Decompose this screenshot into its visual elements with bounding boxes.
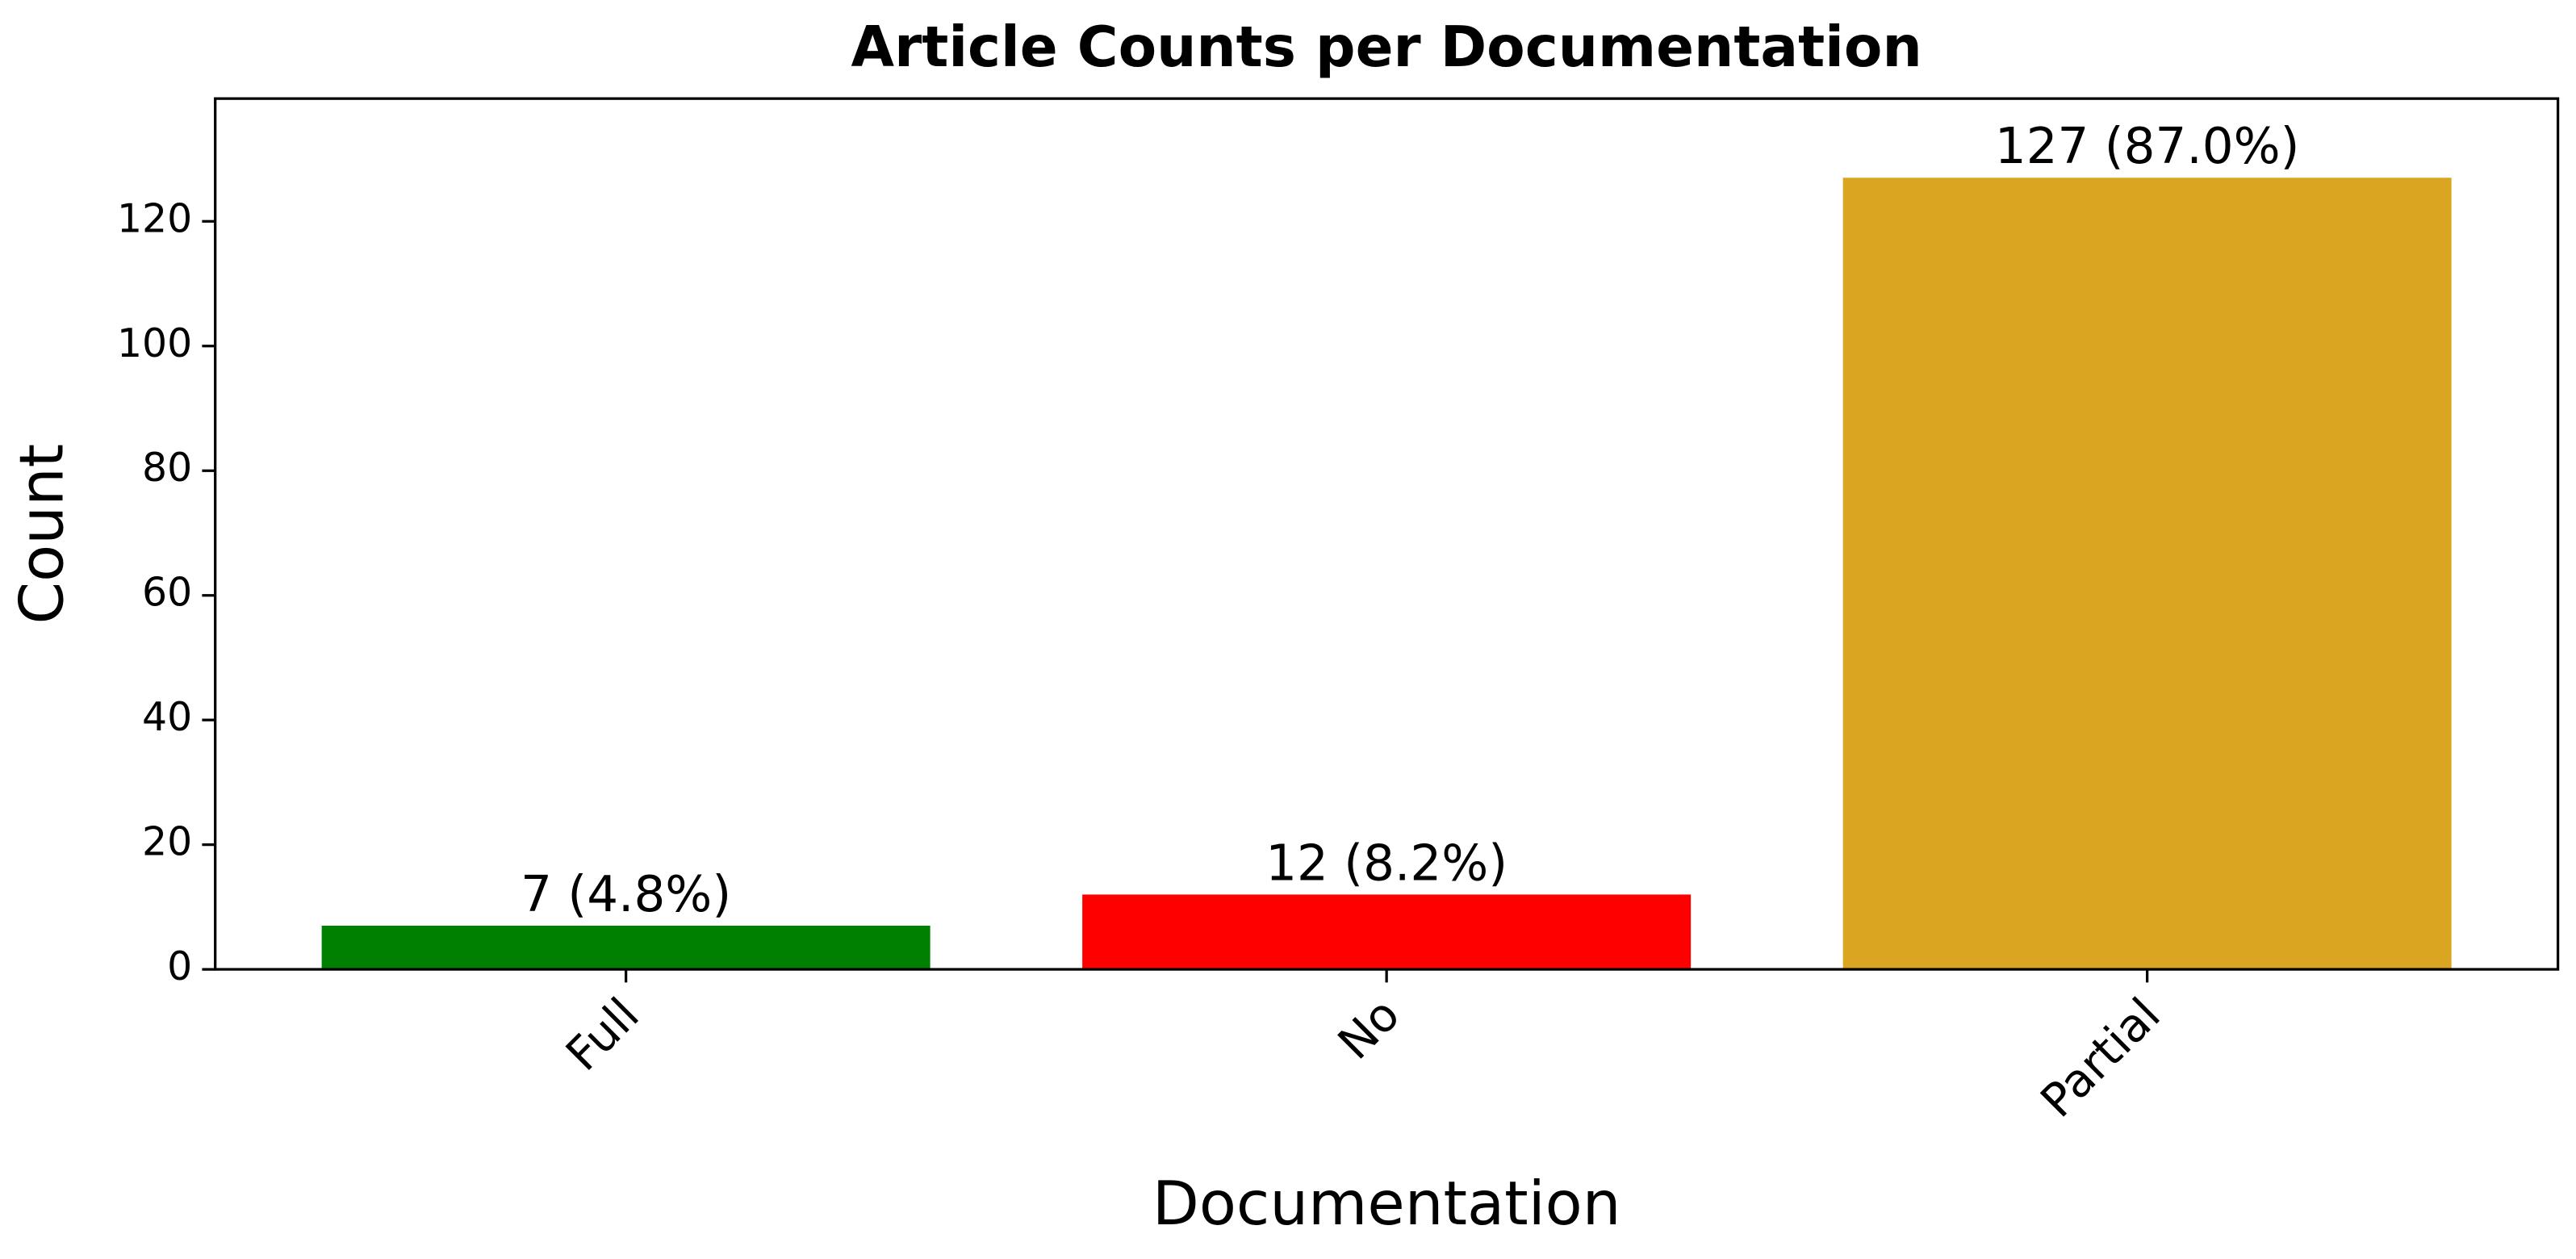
- y-tick-label: 120: [117, 195, 192, 241]
- y-tick-label: 100: [117, 320, 192, 366]
- bar: [321, 926, 930, 970]
- y-axis-label: Count: [6, 444, 77, 625]
- y-tick-label: 20: [142, 819, 192, 865]
- bar: [1842, 178, 2452, 970]
- plot-frame: [214, 97, 2560, 971]
- y-tick-label: 80: [142, 445, 192, 491]
- value-label: 127 (87.0%): [1995, 118, 2300, 175]
- x-axis-label: Documentation: [1152, 1168, 1621, 1239]
- y-tick-label: 60: [142, 570, 192, 616]
- y-tick-label: 40: [142, 694, 192, 740]
- value-label: 12 (8.2%): [1265, 834, 1508, 892]
- chart-title: Article Counts per Documentation: [851, 15, 1922, 80]
- y-tick-label: 0: [167, 943, 192, 989]
- bar: [1082, 894, 1692, 970]
- value-label: 7 (4.8%): [521, 866, 731, 923]
